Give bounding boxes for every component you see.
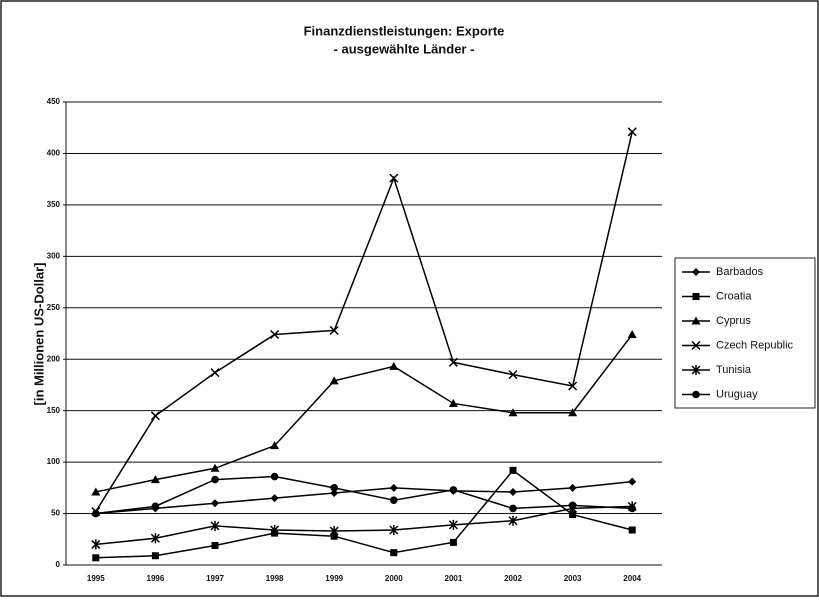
marker (210, 368, 220, 378)
marker (449, 538, 457, 546)
marker (329, 526, 339, 537)
marker (151, 552, 159, 560)
chart-subtitle: - ausgewählte Länder - (334, 41, 475, 56)
marker (628, 504, 636, 513)
marker (628, 526, 636, 534)
legend-label: Croatia (716, 290, 752, 302)
marker (569, 511, 577, 519)
marker (211, 475, 219, 484)
marker (270, 329, 280, 340)
marker (329, 325, 339, 335)
legend-label: Cyprus (716, 315, 751, 327)
y-tick-label: 200 (47, 354, 61, 363)
marker (389, 525, 399, 536)
marker (509, 487, 517, 496)
marker (330, 484, 339, 492)
marker (691, 365, 701, 375)
marker (329, 376, 339, 385)
marker (568, 381, 578, 391)
marker (91, 539, 101, 550)
marker (508, 370, 518, 380)
series-line (95, 480, 633, 515)
y-tick-label: 150 (47, 406, 61, 415)
marker (692, 293, 700, 300)
x-tick-label: 1997 (206, 574, 224, 583)
marker (389, 173, 399, 183)
legend-box (674, 257, 816, 409)
y-tick-label: 300 (47, 251, 61, 260)
marker (151, 502, 160, 511)
marker (627, 127, 637, 137)
marker (389, 483, 398, 492)
y-tick-label: 250 (47, 303, 61, 312)
x-tick-label: 1995 (87, 574, 105, 583)
chart-title: Finanzdienstleistungen: Exporte (304, 23, 505, 38)
marker (150, 411, 160, 421)
marker (330, 532, 338, 540)
x-tick-label: 1996 (147, 574, 165, 583)
marker (390, 549, 398, 557)
marker (270, 525, 280, 536)
marker (91, 487, 101, 496)
x-tick-label: 2004 (623, 574, 641, 583)
legend-label: Barbados (716, 266, 764, 278)
marker (568, 501, 577, 510)
marker (270, 472, 279, 481)
marker (448, 357, 458, 367)
marker (628, 477, 637, 486)
series-line (95, 469, 633, 559)
marker (270, 441, 280, 450)
y-axis-label: [in Millionen US-Dollar] (31, 263, 46, 406)
marker (150, 533, 160, 544)
marker (211, 499, 219, 508)
series-line (95, 131, 633, 512)
y-tick-label: 350 (47, 200, 61, 209)
marker (692, 390, 700, 399)
marker (568, 408, 578, 417)
y-tick-label: 450 (47, 97, 61, 106)
marker (509, 504, 517, 513)
marker (691, 316, 701, 325)
series-line (95, 475, 633, 515)
marker (390, 496, 398, 504)
marker (509, 466, 517, 474)
x-tick-label: 2001 (445, 574, 463, 583)
x-tick-label: 1999 (325, 574, 343, 583)
marker (449, 486, 458, 494)
marker (448, 519, 458, 530)
marker (211, 541, 219, 549)
marker (389, 361, 399, 370)
marker (627, 330, 637, 339)
x-tick-label: 2003 (564, 574, 582, 583)
legend-label: Uruguay (716, 388, 758, 400)
series-line (95, 334, 633, 493)
marker (448, 398, 458, 407)
x-tick-label: 1998 (266, 574, 284, 583)
marker (150, 475, 160, 484)
series-line (95, 505, 633, 546)
marker (691, 340, 701, 351)
marker (692, 268, 700, 276)
y-tick-label: 100 (47, 457, 61, 466)
legend-label: Czech Republic (716, 339, 794, 351)
x-tick-label: 2000 (385, 574, 403, 583)
marker (508, 408, 518, 417)
marker (92, 509, 100, 518)
marker (568, 483, 577, 492)
y-tick-label: 50 (51, 509, 60, 518)
y-tick-label: 0 (56, 560, 61, 569)
marker (270, 494, 279, 503)
y-tick-label: 400 (47, 149, 61, 158)
marker (210, 520, 220, 531)
marker (210, 463, 220, 472)
x-tick-label: 2002 (504, 574, 522, 583)
legend-label: Tunisia (716, 364, 752, 376)
marker (508, 515, 518, 526)
marker (92, 554, 100, 562)
